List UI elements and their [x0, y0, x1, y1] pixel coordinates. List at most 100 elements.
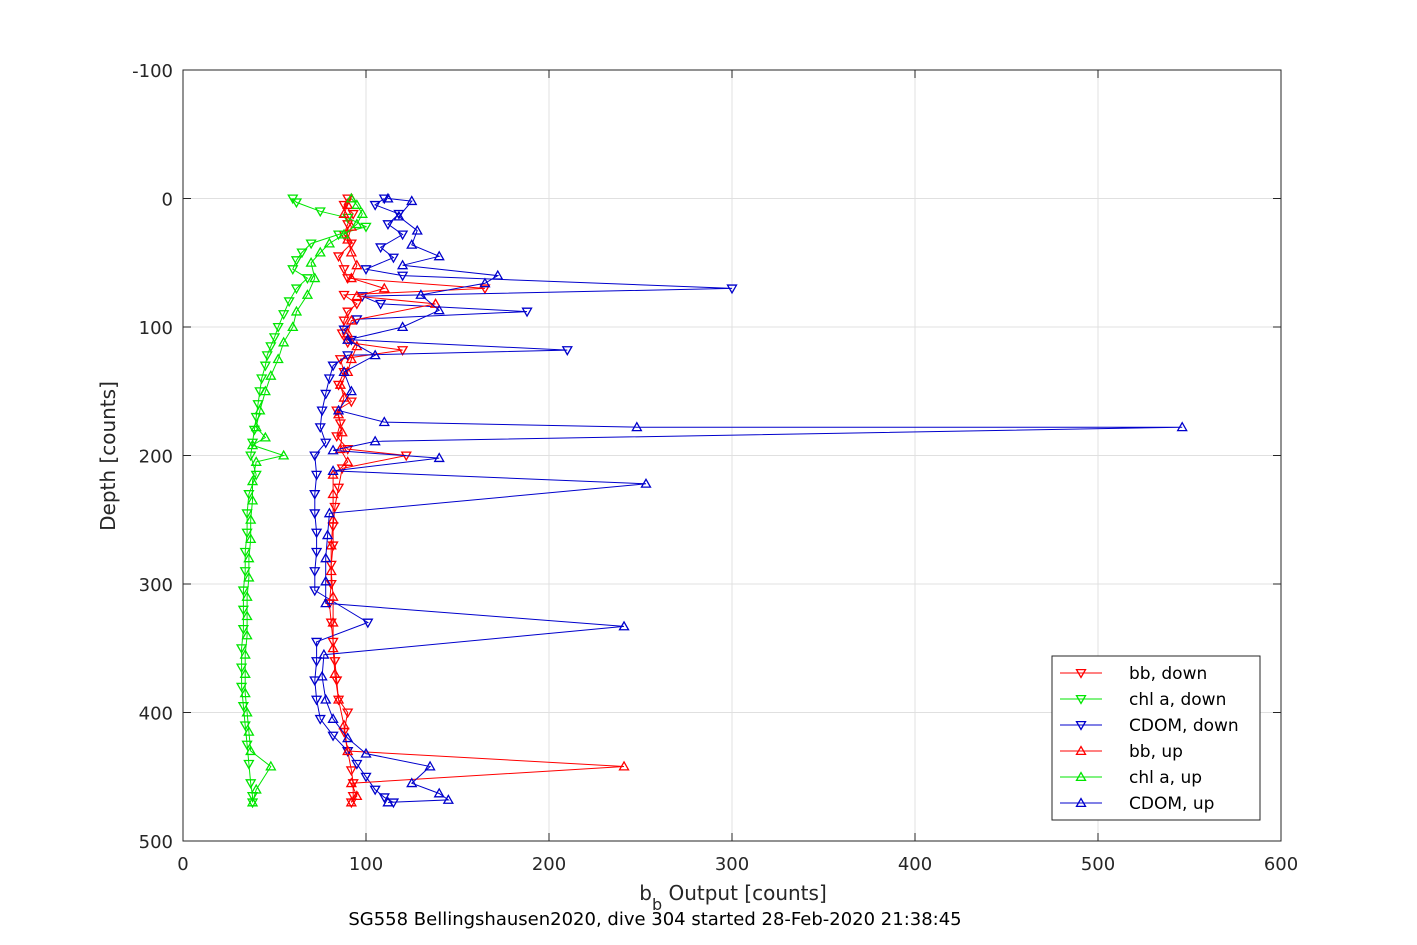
data-point	[415, 289, 427, 299]
data-point	[314, 207, 326, 218]
data-point	[345, 272, 357, 283]
data-point	[301, 289, 314, 299]
data-point	[342, 334, 354, 344]
data-point	[631, 421, 643, 432]
data-point	[338, 208, 350, 218]
data-point	[250, 783, 262, 794]
data-point	[442, 794, 454, 804]
data-point	[347, 779, 359, 789]
data-point	[245, 451, 257, 462]
data-point	[327, 488, 339, 499]
data-point	[325, 565, 337, 576]
data-point	[334, 419, 347, 430]
data-point	[338, 228, 350, 239]
data-point	[396, 271, 409, 282]
y-tick-label: -100	[132, 61, 173, 82]
data-point	[237, 702, 250, 712]
data-point	[327, 713, 339, 723]
legend-entry: chl a, down	[1060, 690, 1226, 710]
data-point	[259, 361, 271, 372]
data-point	[320, 597, 332, 608]
data-point	[327, 513, 339, 524]
data-point	[342, 327, 354, 338]
data-point	[239, 668, 251, 678]
legend-marker	[1075, 720, 1087, 731]
data-point	[369, 435, 381, 446]
data-point	[360, 772, 372, 783]
data-point	[259, 431, 271, 442]
data-point	[290, 198, 303, 209]
y-axis-label: Depth [counts]	[96, 381, 120, 531]
data-point	[239, 648, 251, 659]
data-point	[237, 605, 250, 616]
data-point	[338, 366, 350, 376]
data-point	[331, 432, 343, 443]
data-point	[241, 610, 253, 621]
legend-entry: bb, down	[1060, 664, 1207, 684]
data-point	[321, 529, 334, 540]
x-tick-label: 0	[177, 854, 188, 875]
data-point	[332, 252, 345, 263]
data-point	[433, 787, 445, 798]
data-point	[332, 483, 345, 494]
legend-label: bb, up	[1129, 742, 1183, 762]
legend-label: CDOM, down	[1129, 716, 1239, 736]
data-point	[243, 725, 255, 736]
data-point	[327, 616, 339, 627]
data-point	[334, 379, 347, 389]
data-point	[235, 682, 248, 693]
data-point	[314, 246, 326, 257]
data-point	[561, 346, 573, 356]
data-point	[424, 760, 436, 771]
data-point	[360, 265, 372, 275]
data-point	[265, 760, 277, 771]
data-point	[342, 307, 354, 318]
legend-label: chl a, down	[1129, 690, 1226, 710]
legend-marker	[1075, 797, 1087, 808]
data-point	[239, 547, 251, 558]
legend-label: CDOM, up	[1129, 794, 1214, 814]
data-point	[261, 351, 273, 362]
data-point	[256, 374, 268, 385]
data-point	[310, 695, 323, 706]
series-line	[314, 198, 733, 803]
y-tick-label: 100	[139, 318, 173, 339]
data-point	[360, 747, 372, 758]
data-point	[241, 509, 253, 520]
data-point	[393, 210, 405, 221]
series-chl-a-down	[235, 194, 372, 809]
data-point	[329, 668, 341, 678]
data-point	[351, 199, 363, 209]
data-point	[406, 238, 418, 249]
x-tick-label: 600	[1264, 854, 1298, 875]
data-point	[327, 465, 339, 475]
data-point	[245, 513, 257, 524]
data-point	[290, 256, 303, 266]
data-point	[309, 586, 321, 597]
data-point	[479, 284, 491, 295]
data-point	[345, 385, 357, 396]
data-point	[351, 299, 363, 310]
data-point	[235, 663, 248, 674]
data-point	[245, 745, 257, 756]
data-point	[338, 290, 350, 301]
data-point	[382, 220, 394, 231]
data-point	[345, 353, 357, 364]
data-point	[320, 438, 332, 449]
data-point	[243, 552, 255, 563]
data-point	[320, 389, 332, 400]
data-point	[241, 528, 253, 539]
data-point	[310, 470, 323, 481]
data-point	[362, 618, 374, 629]
data-point	[278, 336, 290, 347]
y-tick-label: 300	[139, 575, 173, 596]
data-point	[241, 591, 253, 601]
data-point	[342, 708, 354, 719]
data-point	[342, 233, 354, 244]
data-point	[406, 195, 418, 206]
data-point	[235, 644, 248, 655]
data-point	[378, 416, 390, 427]
legend-entry: chl a, up	[1060, 768, 1202, 788]
data-point	[323, 237, 336, 248]
